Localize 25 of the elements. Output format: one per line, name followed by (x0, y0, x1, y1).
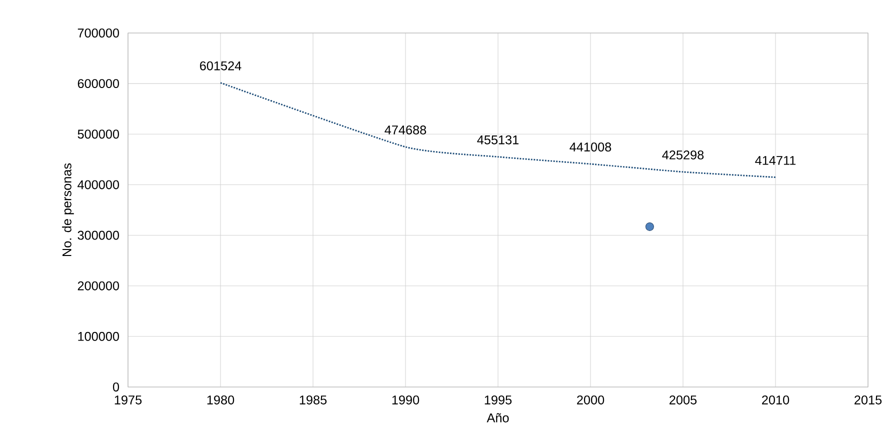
x-axis-title: Año (486, 413, 509, 422)
data-label: 601524 (200, 61, 242, 70)
y-tick-label: 700000 (78, 28, 120, 38)
y-tick-label: 300000 (78, 230, 120, 240)
y-tick-label: 0 (112, 382, 120, 392)
y-tick-label: 600000 (78, 79, 120, 88)
data-label: 414711 (755, 156, 796, 165)
y-tick-label: 100000 (78, 332, 120, 341)
x-tick-label: 1980 (207, 395, 234, 404)
x-tick-label: 1975 (114, 395, 142, 404)
x-tick-label: 1995 (484, 395, 512, 404)
y-tick-label: 500000 (78, 130, 120, 139)
x-tick-label: 2000 (577, 395, 604, 404)
data-label: 441008 (570, 142, 612, 152)
y-tick-label: 200000 (78, 281, 120, 290)
y-tick-label: 400000 (78, 180, 120, 190)
x-tick-label: 2005 (670, 395, 697, 404)
y-axis-title: No. de personas (62, 163, 74, 256)
x-tick-label: 2015 (854, 395, 882, 404)
x-tick-label: 2010 (762, 395, 790, 404)
data-label: 455131 (477, 135, 519, 144)
x-tick-label: 1985 (300, 395, 327, 404)
x-tick-label: 1990 (392, 395, 420, 404)
data-label: 425298 (662, 150, 704, 160)
data-label: 474688 (384, 125, 426, 134)
